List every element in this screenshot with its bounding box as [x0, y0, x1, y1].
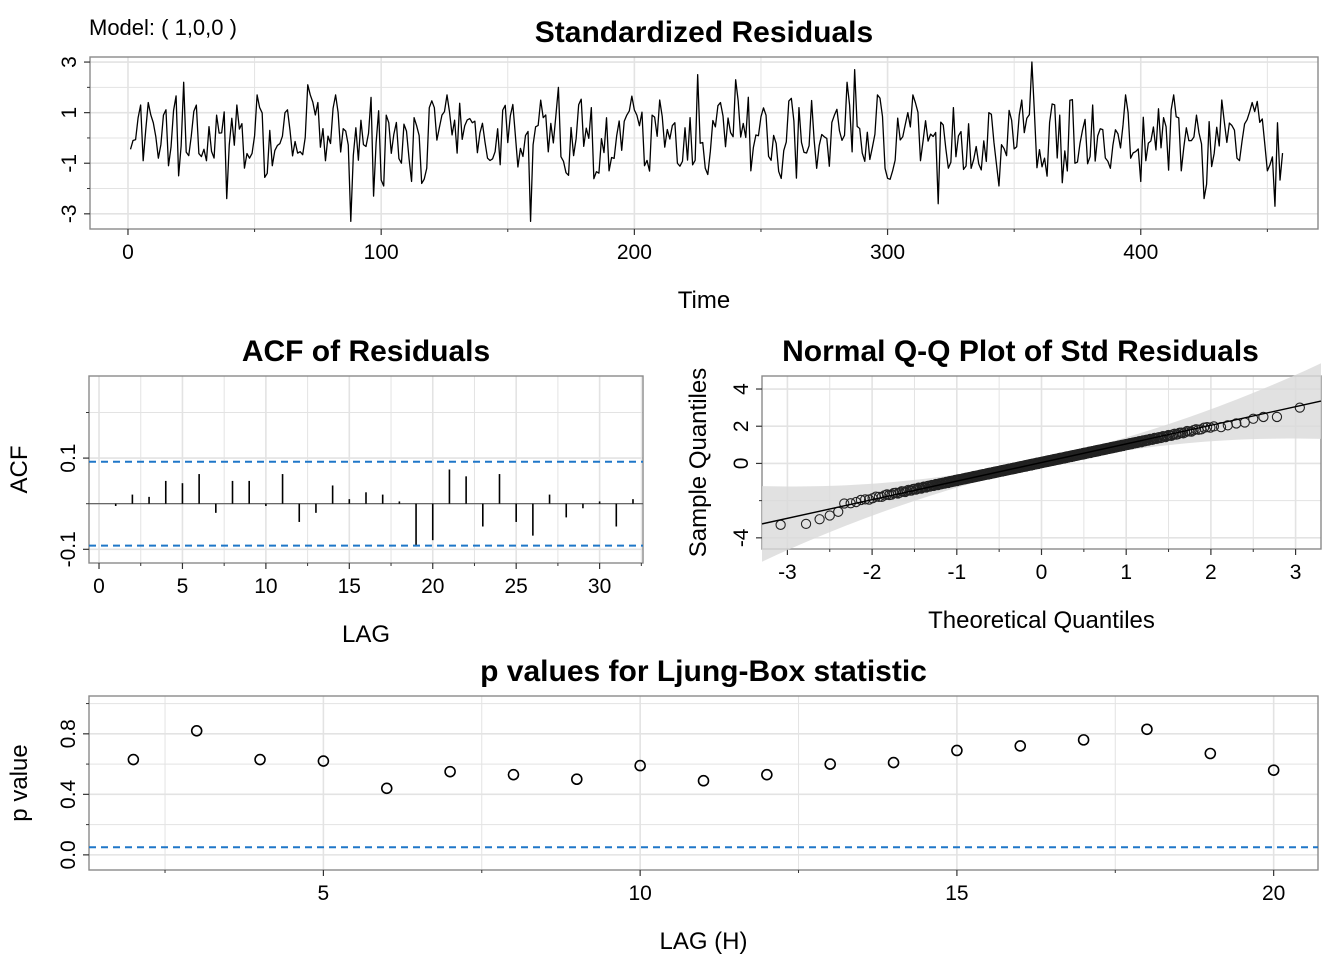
- qq-y-tick-label: 0: [730, 458, 753, 470]
- qq-y-tick-label: 2: [730, 420, 753, 432]
- residuals-x-tick-label: 400: [1123, 241, 1158, 264]
- ljung-box-point-lag-9: [570, 773, 583, 786]
- qq-point: [1231, 418, 1242, 429]
- model-label: Model: ( 1,0,0 ): [89, 15, 237, 40]
- acf-y-tick-label: 0.1: [57, 443, 80, 472]
- ljung-box-point-lag-13: [824, 758, 837, 770]
- ljung-box-x-axis-label: LAG (H): [659, 928, 747, 955]
- ljung-box-point-lag-18: [1141, 723, 1153, 736]
- qq-x-axis-label: Theoretical Quantiles: [928, 607, 1155, 634]
- acf-x-tick-label: 5: [177, 575, 189, 598]
- ljung-box-y-tick-label: 0.8: [57, 719, 80, 748]
- ljung-box-y-tick-label: 0.4: [57, 779, 80, 809]
- ljung-box-point-lag-7: [444, 765, 456, 778]
- ljung-box-x-tick-label: 10: [628, 882, 651, 905]
- qq-x-tick-label: 2: [1205, 561, 1217, 584]
- ljung-box-point-lag-8: [507, 768, 520, 781]
- qq-point: [839, 498, 850, 509]
- acf-x-tick-label: 20: [421, 575, 444, 598]
- qq-x-tick-label: 1: [1120, 561, 1132, 584]
- qq-title: Normal Q-Q Plot of Std Residuals: [782, 335, 1259, 368]
- qq-point: [1208, 421, 1220, 432]
- qq-y-tick-label: -4: [730, 528, 753, 547]
- qq-point: [1124, 437, 1136, 449]
- acf-frame: [88, 375, 644, 564]
- qq-point: [1258, 411, 1269, 423]
- qq-point: [814, 514, 825, 525]
- qq-point: [800, 518, 812, 530]
- residuals-panel: 0 100 200 300 400 -3 -1 1 3 Standardized Residual…: [58, 16, 1319, 314]
- ljung-box-point-lag-17: [1077, 734, 1090, 746]
- residuals-title: Standardized Residuals: [535, 16, 873, 49]
- ljung-box-y-tick-label: 0.0: [57, 840, 80, 869]
- ljung-box-point-lag-11: [697, 774, 710, 787]
- ljung-box-point-lag-14: [887, 756, 900, 769]
- qq-point: [1271, 411, 1283, 423]
- residuals-series-line: [129, 61, 1284, 223]
- residuals-y-tick-label: -3: [58, 204, 81, 223]
- ljung-box-x-tick-label: 15: [945, 882, 968, 905]
- qq-point: [1294, 402, 1305, 413]
- qq-x-tick-label: -3: [778, 561, 797, 584]
- qq-point: [824, 510, 835, 521]
- acf-panel: 0 5 10 15 20 25 30 -0.1 0.1 ACF of Residuals LAG AC…: [6, 335, 644, 648]
- ljung-box-point-lag-5: [317, 755, 330, 767]
- ljung-box-point-lag-19: [1204, 747, 1217, 760]
- ljung-box-point-lag-12: [761, 768, 773, 781]
- residuals-x-tick-label: 0: [122, 241, 134, 264]
- ljung-box-panel: 5 10 15 20 0.0 0.4 0.8 p values for Ljung-Box s…: [6, 655, 1319, 955]
- acf-x-tick-label: 30: [588, 575, 611, 598]
- residuals-x-tick-label: 200: [617, 241, 652, 264]
- ljung-box-y-axis-label: p value: [6, 744, 33, 821]
- qq-panel: -3 -2 -1 0 1 2 3 -4 0 2 4 Normal Q-Q Plot of Std Re…: [685, 335, 1322, 634]
- qq-point: [860, 494, 871, 505]
- ljung-box-point-lag-6: [380, 782, 393, 795]
- qq-x-tick-label: -1: [947, 561, 966, 584]
- ljung-box-x-tick-label: 5: [318, 882, 330, 905]
- qq-y-axis-label: Sample Quantiles: [685, 368, 712, 557]
- ljung-box-point-lag-15: [951, 744, 963, 757]
- acf-title: ACF of Residuals: [242, 335, 490, 368]
- residuals-frame: [89, 56, 1319, 230]
- acf-x-axis-label: LAG: [342, 621, 390, 648]
- ljung-box-title: p values for Ljung-Box statistic: [480, 655, 927, 688]
- qq-y-tick-label: 4: [730, 383, 753, 395]
- ljung-box-point-lag-4: [254, 753, 266, 766]
- residuals-y-tick-label: 3: [58, 56, 81, 68]
- acf-y-axis-label: ACF: [6, 446, 33, 494]
- ljung-box-point-lag-10: [634, 759, 646, 772]
- residuals-y-tick-label: 1: [58, 107, 81, 119]
- qq-x-tick-label: -2: [863, 561, 882, 584]
- acf-x-tick-label: 25: [505, 575, 528, 598]
- residuals-x-tick-label: 100: [364, 241, 399, 264]
- acf-x-tick-label: 15: [338, 575, 361, 598]
- residuals-x-axis-label: Time: [678, 287, 730, 314]
- acf-x-tick-label: 0: [93, 575, 105, 598]
- qq-reference-line: [761, 400, 1322, 525]
- ljung-box-point-lag-3: [190, 724, 203, 737]
- ljung-box-point-lag-2: [127, 753, 140, 766]
- qq-x-tick-label: 3: [1290, 561, 1302, 584]
- ljung-box-point-lag-16: [1014, 740, 1027, 752]
- residuals-x-tick-label: 300: [870, 241, 905, 264]
- qq-point: [1160, 431, 1171, 443]
- ljung-box-point-lag-20: [1267, 764, 1280, 776]
- qq-x-tick-label: 0: [1036, 561, 1048, 584]
- ljung-box-x-tick-label: 20: [1262, 882, 1285, 905]
- acf-x-tick-label: 10: [254, 575, 277, 598]
- residuals-y-tick-label: -1: [58, 154, 81, 173]
- acf-y-tick-label: -0.1: [57, 531, 80, 567]
- ljung-box-frame: [88, 695, 1319, 871]
- qq-point: [1186, 426, 1197, 437]
- qq-point: [1248, 413, 1259, 424]
- qq-point: [855, 494, 867, 506]
